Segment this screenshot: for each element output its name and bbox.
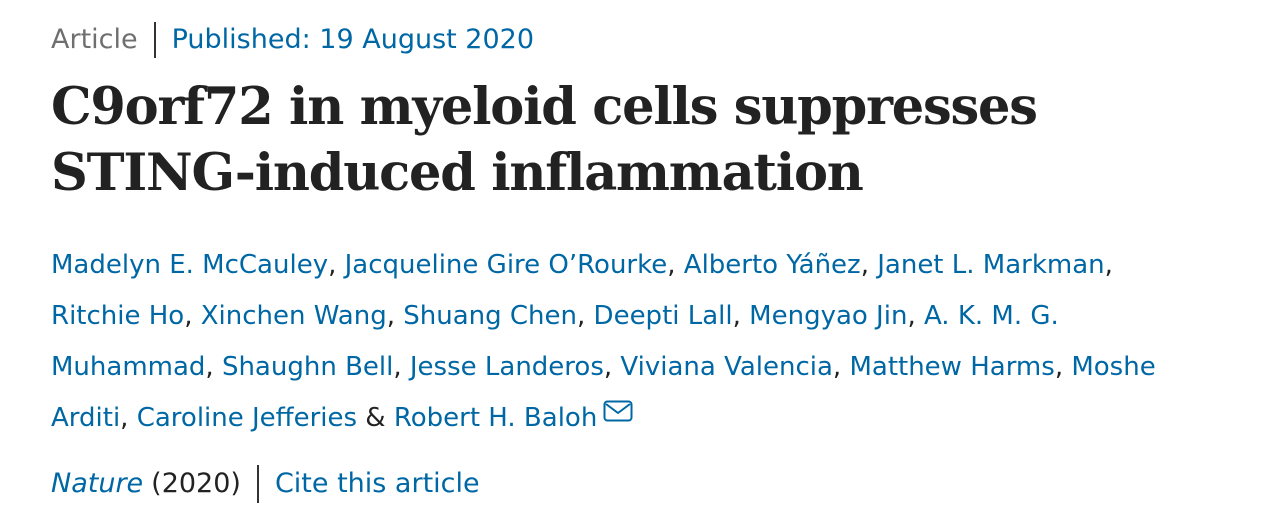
author-separator: , <box>603 352 621 382</box>
author-link[interactable]: Jacqueline Gire O’Rourke <box>344 250 668 280</box>
author-link[interactable]: Alberto Yáñez <box>683 250 861 280</box>
author-link[interactable]: Moshe Arditi <box>51 352 1156 433</box>
author-separator: , <box>860 250 878 280</box>
author-link[interactable]: Janet L. Markman <box>877 250 1105 280</box>
author-separator: , <box>205 352 222 382</box>
meta-divider <box>153 22 156 58</box>
author-separator: , <box>667 250 684 280</box>
author-link[interactable]: Shuang Chen <box>403 301 578 331</box>
author-separator: , <box>386 301 404 331</box>
author-separator: , <box>1104 250 1113 280</box>
article-header: Article Published: 19 August 2020 C9orf7… <box>51 20 1251 504</box>
author-separator: , <box>328 250 345 280</box>
author-link[interactable]: Matthew Harms <box>849 352 1055 382</box>
author-separator: , <box>393 352 410 382</box>
author-link[interactable]: Madelyn E. McCauley <box>51 250 329 280</box>
citation-divider <box>256 465 259 503</box>
author-separator: , <box>832 352 850 382</box>
author-list: Madelyn E. McCauley, Jacqueline Gire O’R… <box>51 240 1161 444</box>
author-link[interactable]: Ritchie Ho <box>51 301 185 331</box>
author-link[interactable]: Xinchen Wang <box>200 301 387 331</box>
author-link[interactable]: Jesse Landeros <box>409 352 604 382</box>
author-separator: , <box>1054 352 1072 382</box>
author-link[interactable]: Shaughn Bell <box>221 352 394 382</box>
author-link[interactable]: A. K. M. G. Muhammad <box>51 301 1059 382</box>
publication-year: (2020) <box>151 468 241 499</box>
author-separator: , <box>184 301 201 331</box>
cite-this-article-link[interactable]: Cite this article <box>274 468 480 499</box>
journal-link[interactable]: Nature <box>51 468 144 499</box>
author-link[interactable]: Robert H. Baloh <box>393 403 598 433</box>
article-meta: Article Published: 19 August 2020 <box>51 20 1251 60</box>
author-link[interactable]: Caroline Jefferies <box>136 403 358 433</box>
author-separator: , <box>907 301 924 331</box>
author-separator: , <box>732 301 750 331</box>
envelope-icon[interactable] <box>603 400 633 422</box>
published-date-link[interactable]: Published: 19 August 2020 <box>171 24 535 55</box>
article-citation: Nature (2020) Cite this article <box>51 464 1251 504</box>
author-joiner: & <box>357 403 394 433</box>
author-link[interactable]: Mengyao Jin <box>749 301 908 331</box>
article-type: Article <box>51 24 138 55</box>
author-separator: , <box>577 301 594 331</box>
article-title: C9orf72 in myeloid cells suppresses STIN… <box>51 77 1038 203</box>
author-separator: , <box>120 403 137 433</box>
author-link[interactable]: Deepti Lall <box>593 301 733 331</box>
author-link[interactable]: Viviana Valencia <box>620 352 833 382</box>
